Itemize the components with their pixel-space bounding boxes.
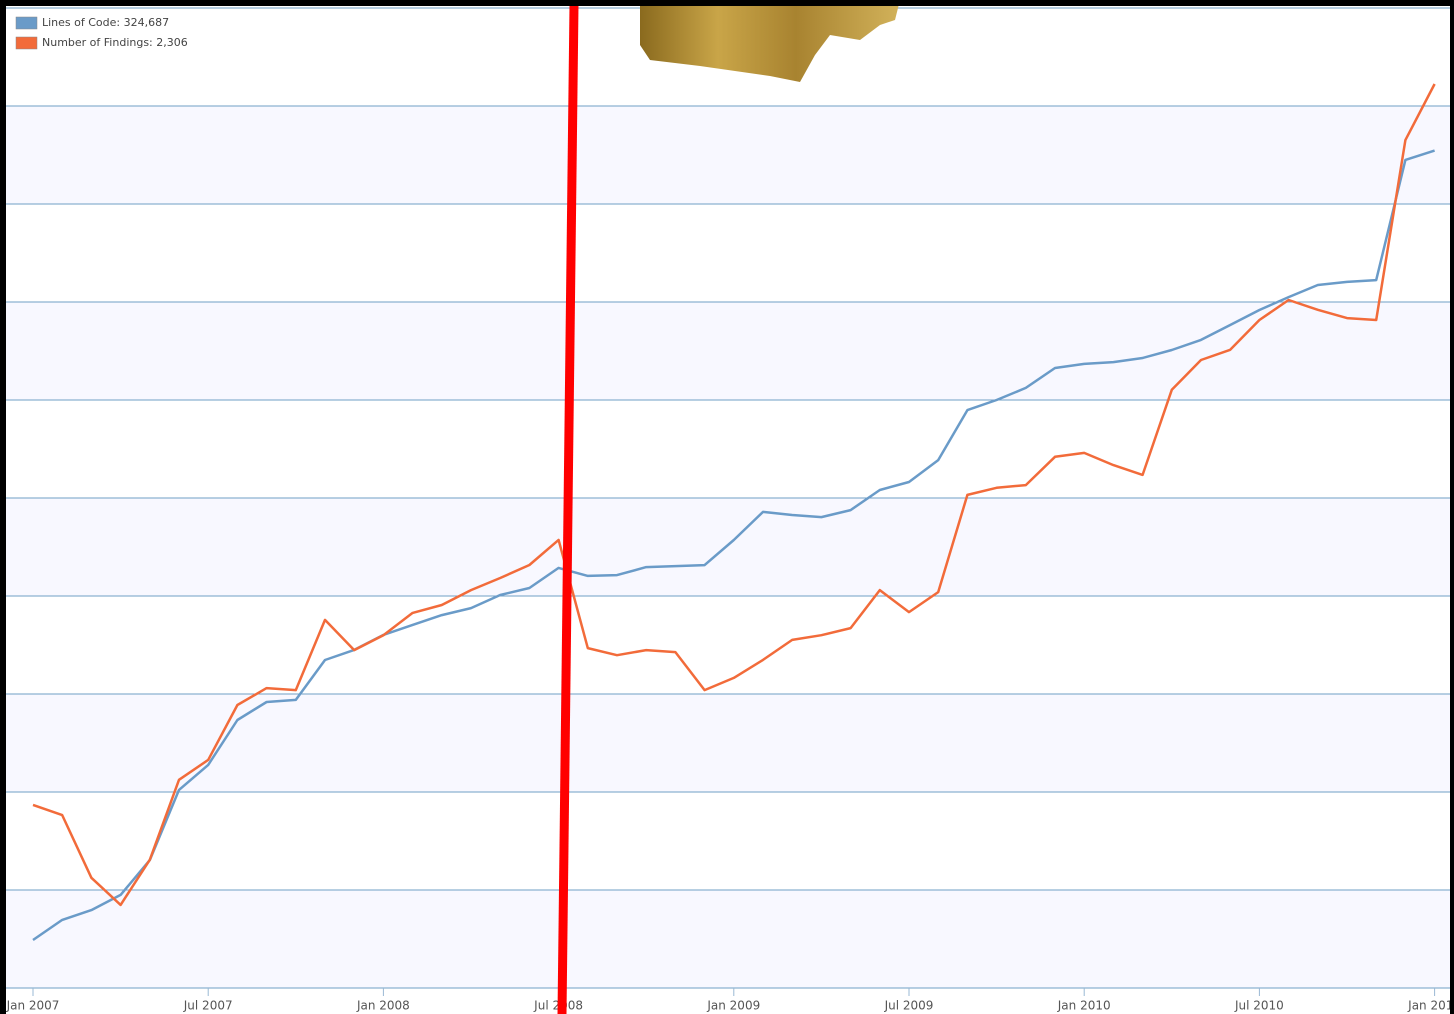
grid-band [6,694,1450,792]
series-line [32,149,1435,942]
x-tick-label: Jan 2007 [6,999,60,1013]
frame-top [0,0,1454,6]
grid-band [6,498,1450,596]
overlay-red-line [557,4,579,1014]
grid-band [6,106,1450,204]
frame-right [1450,0,1454,1014]
grid-band [6,302,1450,400]
x-tick-label: Jul 2009 [884,999,934,1013]
x-tick-label: Jul 2010 [1234,999,1284,1013]
series-line [32,83,1436,907]
x-tick-label: Jan 2011 [1407,999,1454,1013]
legend-swatch [15,36,38,50]
grid-band [6,890,1450,988]
x-tick-label: Jan 2010 [1057,999,1111,1013]
x-tick-label: Jan 2008 [356,999,410,1013]
legend-label: Lines of Code: 324,687 [42,16,169,29]
x-tick-label: Jul 2007 [183,999,233,1013]
legend-label: Number of Findings: 2,306 [42,36,188,49]
x-tick-label: Jan 2009 [706,999,760,1013]
overlay-wood [640,0,900,82]
plot-area: Jan 2007 Jul 2007 Jan 2008 Jul 2008 Jan 2009… [6,7,1454,1013]
legend-swatch [15,16,38,30]
